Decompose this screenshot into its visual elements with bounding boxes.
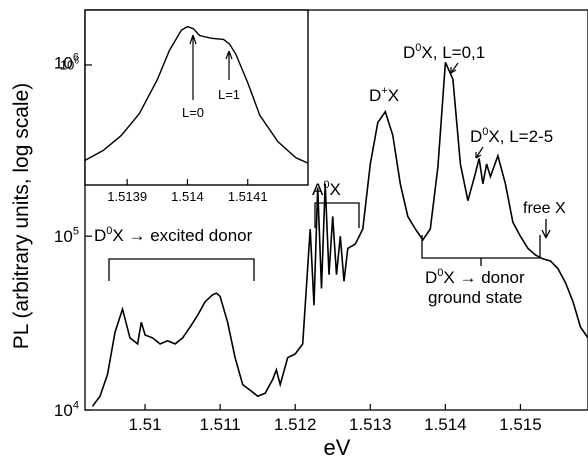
inset-spectrum-line (84, 25, 309, 164)
main-x-tick-label: 1.515 (499, 415, 542, 434)
annotation-excited-donor: D0X → excited donor (94, 225, 253, 245)
bracket-donor-ground-state (421, 235, 541, 266)
inset-x-tick-label: 1.5141 (228, 189, 268, 204)
bracket-excited-donor (108, 258, 255, 281)
main-y-tick-label: 104 (54, 399, 79, 420)
x-axis-label: eV (324, 435, 351, 460)
inset-y-ticks: 106 (60, 56, 92, 73)
main-x-tick-label: 1.51 (129, 415, 162, 434)
bracket-acceptor-bound (314, 202, 360, 228)
inset-label-l0: L=0 (182, 105, 204, 120)
main-x-tick-label: 1.511 (199, 415, 240, 434)
annotation-neutral-donor-l25: D0X, L=2-5 (470, 126, 553, 146)
annotation-free-exciton: free X (523, 200, 566, 217)
main-x-ticks: 1.51 1.511 1.512 1.513 1.514 1.515 (129, 404, 542, 434)
inset-x-ticks: 1.5139 1.514 1.5141 (107, 179, 268, 204)
inset-y-tick-label: 106 (60, 56, 79, 73)
annotation-acceptor-bound: A0X (312, 179, 341, 199)
inset-background (85, 10, 308, 185)
annotation-ground-state: ground state (428, 288, 523, 307)
y-axis-label: PL (arbitrary units, log scale) (10, 83, 33, 350)
inset-arrow-l0 (189, 34, 197, 100)
main-x-tick-label: 1.512 (274, 415, 317, 434)
main-x-tick-label: 1.513 (349, 415, 392, 434)
main-plot-frame (84, 9, 588, 411)
main-spectrum-line (91, 61, 588, 407)
annotation-neutral-donor-l01: D0X, L=0,1 (403, 42, 485, 62)
inset-label-l1: L=1 (218, 87, 240, 102)
arrow-neutral-donor-l01 (450, 62, 459, 74)
annotation-ionized-donor: D+X (369, 85, 399, 105)
main-y-tick-label: 106 (54, 52, 79, 73)
arrow-free-exciton (541, 219, 551, 239)
main-y-tick-label: 105 (54, 225, 79, 246)
inset-x-tick-label: 1.514 (171, 189, 204, 204)
inset-arrow-l1 (225, 50, 233, 80)
inset-x-tick-label: 1.5139 (107, 189, 147, 204)
annotation-donor-ground-state: D0X → donor (425, 267, 525, 287)
inset-frame (84, 9, 309, 186)
main-x-tick-label: 1.514 (424, 415, 467, 434)
arrow-neutral-donor-l25 (475, 146, 484, 159)
